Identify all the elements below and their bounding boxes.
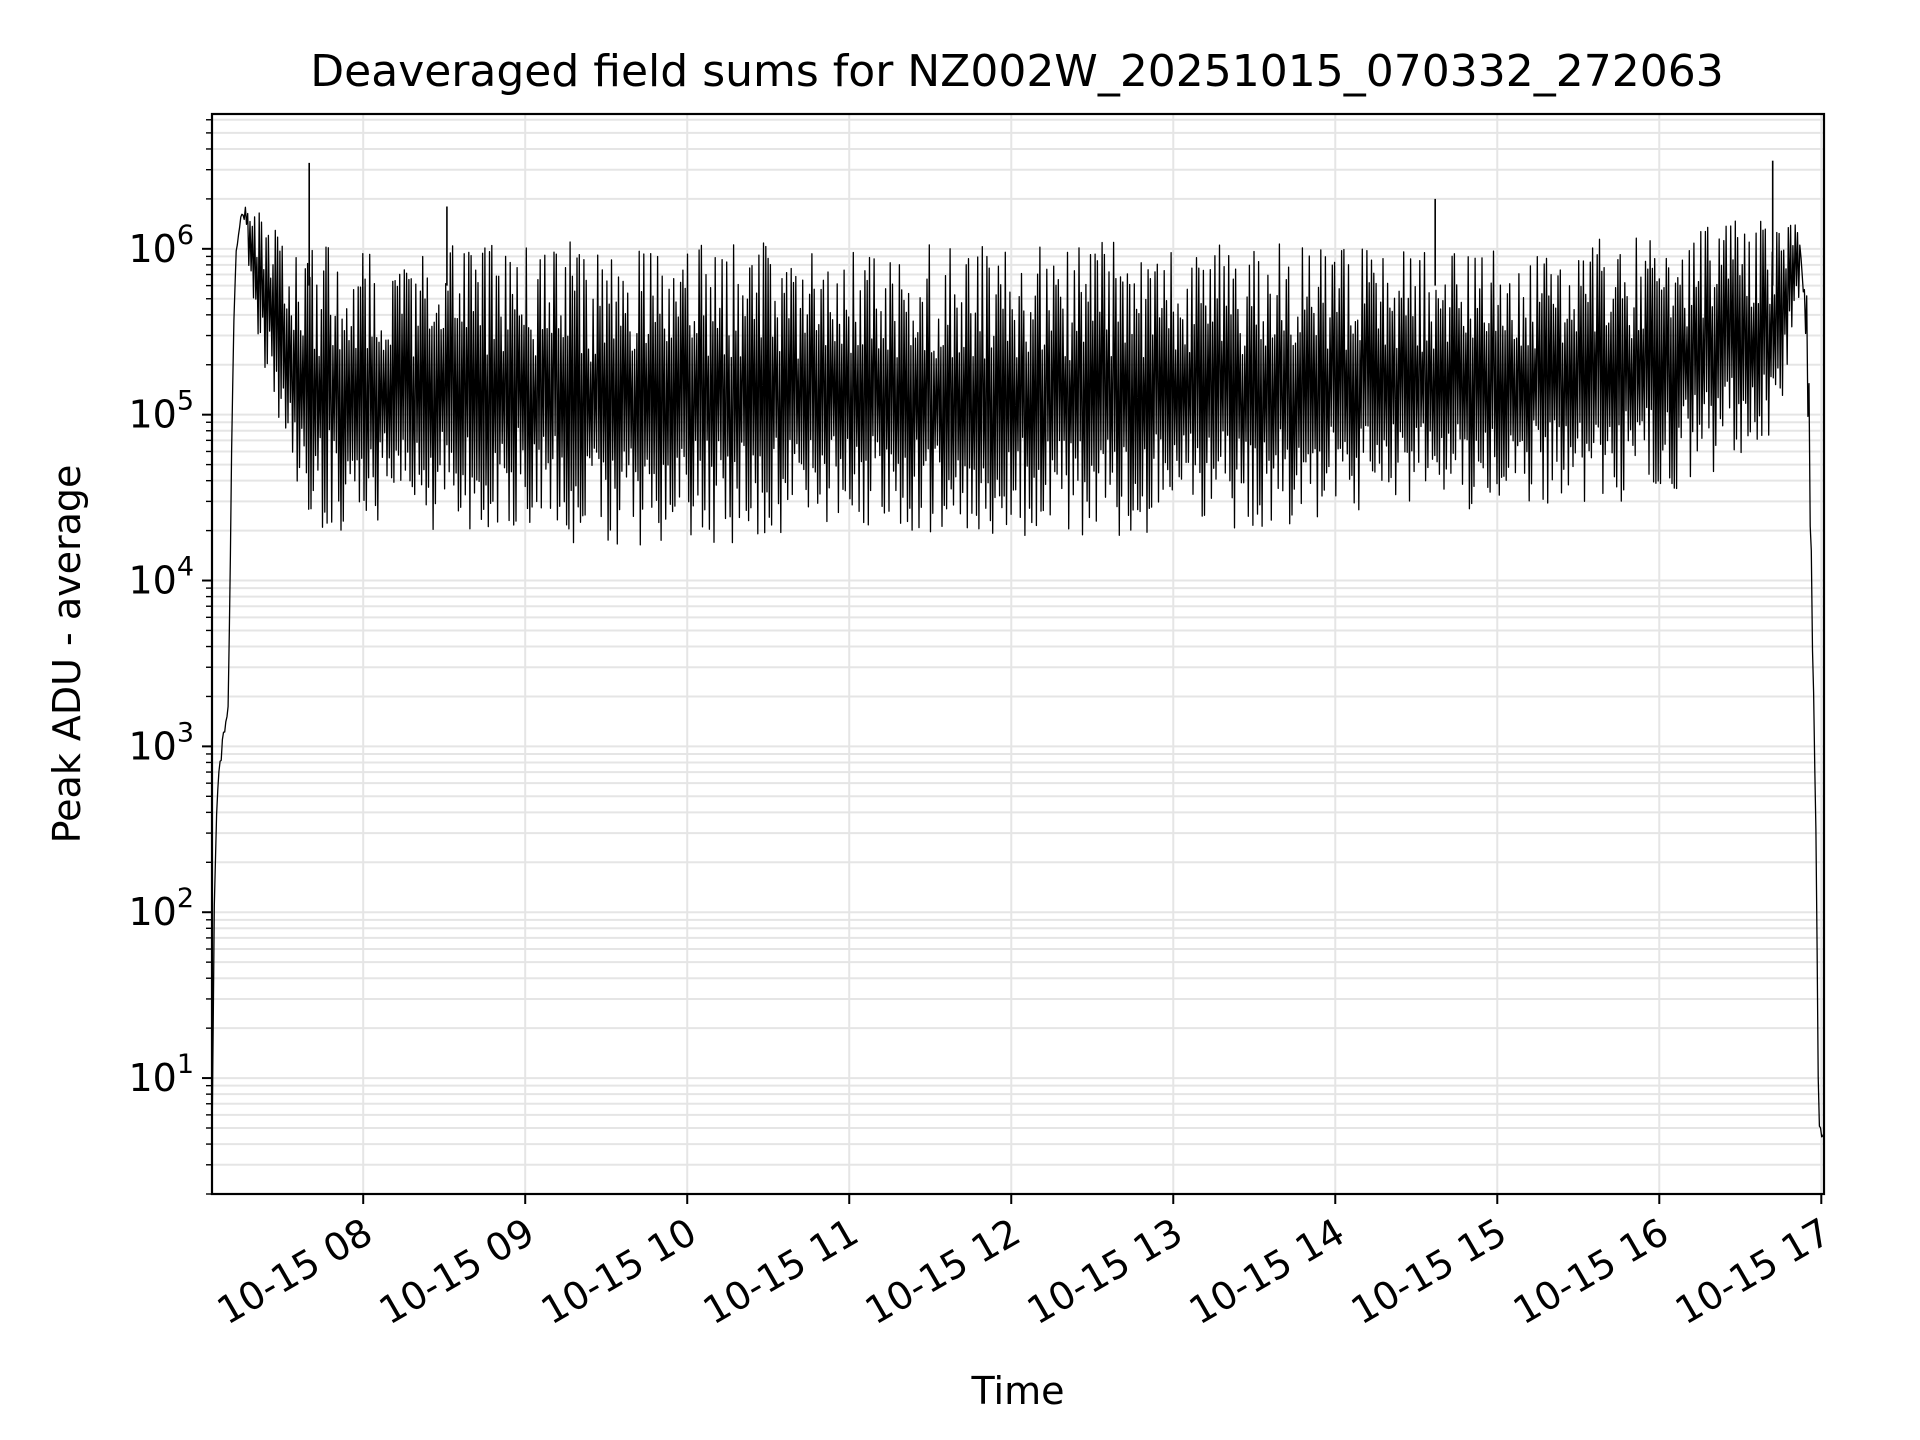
y-axis: 101 102 103 104 105 106	[128, 119, 212, 1195]
y-axis-label: Peak ADU - average	[45, 465, 89, 844]
x-tick-label: 10-15 16	[1506, 1210, 1676, 1334]
x-tick-label: 10-15 08	[210, 1210, 380, 1334]
x-tick-label: 10-15 09	[372, 1210, 542, 1334]
x-tick-label: 10-15 11	[696, 1210, 866, 1334]
plot-area	[212, 114, 1824, 1194]
y-tick-label: 105	[128, 386, 194, 437]
y-tick-label: 102	[128, 883, 194, 934]
data-series	[211, 160, 1825, 1144]
y-tick-label: 101	[128, 1049, 194, 1100]
chart-title: Deaveraged field sums for NZ002W_2025101…	[310, 46, 1723, 97]
x-tick-label: 10-15 17	[1668, 1210, 1838, 1334]
plot-frame	[210, 112, 1826, 1196]
y-tick-label: 106	[128, 220, 194, 271]
y-tick-label: 104	[128, 552, 194, 603]
series-line-0	[211, 206, 1825, 1144]
x-tick-label: 10-15 10	[534, 1210, 704, 1334]
x-tick-label: 10-15 14	[1182, 1210, 1352, 1334]
x-tick-label: 10-15 15	[1344, 1210, 1514, 1334]
x-tick-label: 10-15 13	[1020, 1210, 1190, 1334]
y-tick-label: 103	[128, 717, 194, 768]
x-axis-label: Time	[971, 1369, 1065, 1413]
x-tick-label: 10-15 12	[858, 1210, 1028, 1334]
